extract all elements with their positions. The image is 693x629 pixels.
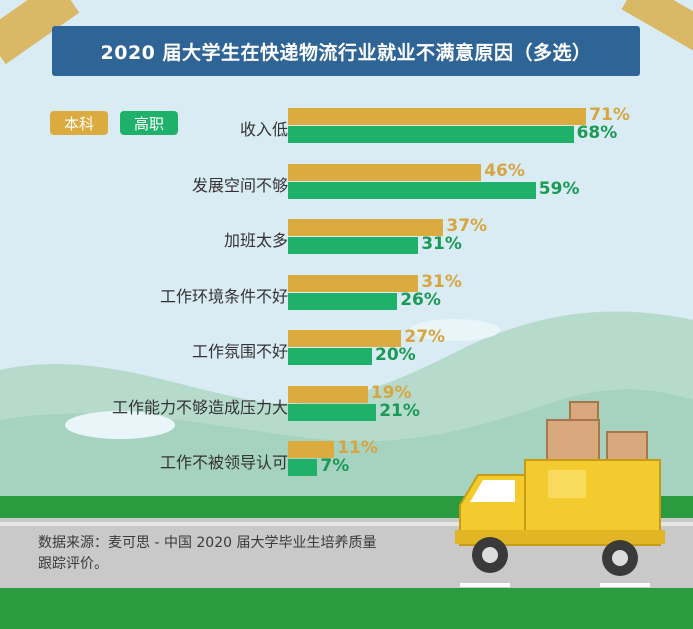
lane-dash	[460, 583, 510, 587]
source-note: 数据来源：麦可思 - 中国 2020 届大学毕业生培养质量 跟踪评价。	[38, 533, 458, 575]
data-label: 11%	[337, 438, 378, 458]
bar	[288, 385, 368, 403]
bar	[288, 237, 419, 254]
cargo-box	[546, 419, 600, 463]
bar	[288, 292, 398, 310]
category-label: 工作氛围不好	[191, 342, 288, 361]
bar	[288, 219, 444, 236]
bar	[288, 126, 574, 143]
bar	[288, 330, 402, 347]
data-label: 19%	[370, 382, 412, 403]
hills-front	[0, 389, 693, 500]
bar	[288, 181, 536, 199]
truck-window	[470, 480, 515, 502]
data-label: 31%	[421, 234, 462, 254]
data-label: 71%	[589, 105, 630, 125]
truck-hubcap	[612, 550, 628, 566]
category-label: 加班太多	[223, 231, 288, 250]
bar	[288, 403, 377, 421]
data-label: 37%	[446, 216, 488, 236]
truck-hubcap	[482, 547, 498, 563]
source-note-line: 跟踪评价。	[38, 556, 108, 572]
bar	[288, 348, 372, 365]
legend-undergrad: 本科	[50, 111, 108, 135]
category-label: 收入低	[239, 120, 288, 139]
cargo-box	[606, 431, 648, 463]
data-label: 7%	[320, 456, 350, 476]
road-edge	[0, 522, 693, 526]
truck-chassis	[455, 530, 665, 544]
data-label: 68%	[576, 123, 618, 143]
cloud	[410, 319, 500, 341]
data-label: 27%	[404, 327, 446, 347]
grass-bottom	[0, 588, 693, 629]
truck-panel	[548, 470, 586, 498]
data-label: 21%	[379, 400, 420, 421]
lane-dash	[600, 583, 650, 587]
bar	[288, 108, 587, 125]
bar	[288, 274, 419, 292]
data-label: 26%	[400, 289, 441, 310]
data-label: 31%	[421, 271, 462, 292]
legend-vocational: 高职	[120, 111, 178, 135]
category-label: 发展空间不够	[191, 175, 288, 195]
bar	[288, 441, 335, 458]
bar	[288, 459, 318, 476]
cloud	[65, 411, 175, 439]
category-label: 工作环境条件不好	[159, 286, 288, 306]
data-label: 46%	[484, 160, 525, 181]
category-label: 工作不被领导认可	[159, 453, 288, 472]
data-label: 20%	[375, 345, 416, 365]
source-note-line: 数据来源：麦可思 - 中国 2020 届大学毕业生培养质量	[38, 535, 377, 551]
category-label: 工作能力不够造成压力大	[111, 397, 288, 417]
data-label: 59%	[538, 178, 580, 199]
cargo-box	[569, 401, 599, 421]
chart-title: 2020 届大学生在快递物流行业就业不满意原因（多选）	[52, 26, 640, 76]
bar	[288, 163, 482, 181]
